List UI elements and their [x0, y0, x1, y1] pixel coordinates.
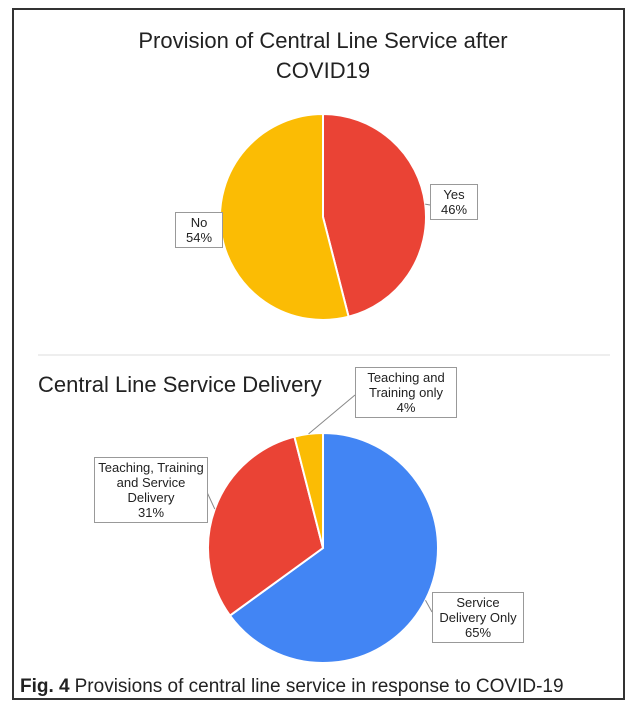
slice-value: 54% [185, 230, 213, 245]
slice-value: 31% [137, 505, 165, 520]
slice-value: 46% [440, 202, 468, 217]
slice-label: Teaching and Training only 4% [355, 367, 457, 418]
slice-name: No [190, 215, 208, 230]
leader-line [308, 394, 356, 435]
slice-label: No 54% [175, 212, 223, 248]
slice-label: Service Delivery Only 65% [432, 592, 524, 643]
slice-name: Yes [443, 187, 465, 202]
slice-label: Teaching, Training and Service Delivery 3… [94, 457, 208, 523]
slice-name: Teaching and Training only [367, 370, 445, 400]
frame [12, 8, 625, 700]
slice-value: 4% [396, 400, 416, 415]
leader-line [425, 203, 431, 206]
chart-title: Central Line Service Delivery [38, 372, 322, 397]
pie-slice [228, 431, 439, 664]
caption: Fig. 4 Provisions of central line service… [20, 676, 564, 698]
slice-label: Yes 46% [430, 184, 478, 220]
chart-title: Provision of Central Line Service after … [138, 28, 508, 83]
pie-slice [322, 112, 427, 318]
leader-line [425, 599, 433, 613]
caption-label: Fig. 4 [20, 676, 70, 697]
caption-text: Provisions of central line service in re… [74, 676, 564, 697]
slice-value: 65% [464, 625, 492, 640]
slice-name: Service Delivery Only [439, 595, 517, 625]
slice-name: Teaching, Training and Service Delivery [98, 460, 204, 505]
